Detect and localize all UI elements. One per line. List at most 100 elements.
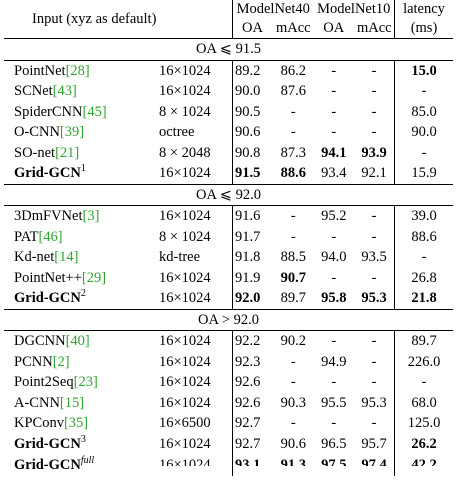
macc40-cell: - (290, 228, 296, 245)
oa40-cell: 90.6 (232, 122, 273, 143)
method-superscript: 3 (80, 433, 86, 445)
macc10-value: 97.4 (361, 456, 387, 473)
macc10-cell: 95.3 (361, 290, 387, 306)
oa10-cell: - (331, 62, 337, 79)
modelnet40-header: ModelNet40 (232, 0, 314, 19)
macc40-cell: 89.7 (280, 290, 306, 306)
table-row: KPConv[35] 16×6500 92.7- - -125.0 (4, 413, 453, 434)
table-row: Grid-GCN1 16×1024 91.5 88.6 93.4 92.1 15.9 (4, 163, 453, 184)
latency-cell: 90.0 (394, 122, 453, 143)
method-name: Grid-GCN (14, 165, 81, 181)
citation-link: [35] (63, 415, 89, 431)
input-cell: 16×1024 (159, 333, 211, 349)
oa40-cell: 92.6 (232, 372, 273, 393)
macc10-cell: - (371, 269, 377, 286)
macc10-cell: - (371, 208, 377, 224)
macc10-cell: - (371, 228, 377, 245)
method-name: Grid-GCN (14, 290, 81, 306)
method-name: SpiderCNN (14, 103, 83, 120)
oa10-cell: - (331, 333, 337, 349)
table-row: A-CNN[15] 16×1024 92.6 90.3 95.5 95.3 68.0 (4, 392, 453, 413)
oa40-cell: 91.9 (232, 267, 273, 288)
table-row: Point2Seq[23] 16×1024 92.6- - - - (4, 372, 453, 393)
method-name: PAT (14, 228, 39, 245)
table-row: PointNet++[29] 16×1024 91.9 90.7- -26.8 (4, 267, 453, 288)
macc40-header: mAcc (276, 20, 311, 36)
method-name: PCNN (14, 353, 53, 370)
table-row: Grid-GCN2 16×1024 92.0 89.7 95.8 95.3 21.8 (4, 288, 453, 309)
oa10-cell: - (331, 103, 337, 120)
method-name: PointNet (14, 62, 66, 79)
oa40-cell: 90.8 (232, 142, 273, 163)
method-name-cell: O-CNN[39] (4, 122, 157, 143)
citation-link: [2] (52, 353, 70, 370)
macc10-cell: 93.9 (361, 144, 387, 161)
section-title: OA ⩽ 92.0 (4, 183, 453, 206)
input-cell: 16×1024 (159, 165, 211, 181)
latency-value: 42.2 (411, 456, 437, 473)
method-name-cell: 3DmFVNet[3] (4, 206, 157, 227)
macc10-cell: 95.3 (361, 394, 387, 411)
modelnet10-header: ModelNet10 (317, 1, 391, 17)
method-superscript: 2 (80, 288, 86, 299)
citation-link: [39] (59, 124, 85, 140)
table-row: O-CNN[39] octree 90.6- - -90.0 (4, 122, 453, 143)
oa10-cell: - (331, 415, 337, 431)
table-row: 3DmFVNet[3] 16×1024 91.6-95.2-39.0 (4, 205, 453, 227)
oa40-cell: 90.5 (232, 101, 273, 122)
input-cell: 8 × 1024 (159, 103, 211, 120)
method-name-cell: PointNet[28] (4, 60, 157, 81)
section-header-row: OA ⩽ 92.0 (4, 183, 453, 206)
table-row: Grid-GCN3 16×1024 92.7 90.6 96.5 95.7 26.2 (4, 433, 453, 454)
oa40-cell: 91.6 (232, 205, 273, 227)
method-name-cell: PCNN[2] (4, 352, 157, 373)
method-name: DGCNN (14, 333, 66, 349)
macc10-cell: - (371, 124, 377, 140)
method-name: SO-net (14, 144, 56, 161)
oa40-cell: 90.0 (232, 81, 273, 102)
citation-link: [45] (82, 103, 107, 120)
macc40-cell: 88.5 (280, 249, 306, 265)
latency-cell: 89.7 (394, 330, 453, 352)
macc40-cell: 90.6 (280, 435, 306, 452)
oa40-value: 93.1 (235, 456, 261, 473)
macc40-cell: - (290, 353, 296, 370)
section-header-row: OA > 92.0 (4, 308, 453, 331)
input-cell: 8 × 1024 (159, 228, 211, 245)
method-name-cell: Grid-GCNfull (4, 454, 157, 476)
oa10-cell: - (331, 374, 337, 390)
method-name-cell: PAT[46] (4, 227, 157, 248)
method-name-cell: Grid-GCN1 (4, 163, 157, 184)
method-name-cell: SpiderCNN[45] (4, 102, 157, 123)
oa40-cell: 91.8 (232, 247, 273, 268)
latency-cell: 68.0 (394, 392, 453, 413)
macc40-cell: 90.7 (280, 269, 306, 286)
latency-cell: 26.8 (394, 267, 453, 288)
citation-link: [15] (59, 394, 85, 411)
latency-cell: 26.2 (394, 433, 453, 454)
macc10-cell: - (371, 353, 377, 370)
latency-cell: 21.8 (394, 288, 453, 309)
method-name: KPConv (14, 415, 64, 431)
table-row: Grid-GCNfull 16×1024 93.1 91.3 97.5 97.4 42.2 (4, 454, 453, 476)
method-name: PointNet++ (14, 269, 82, 286)
macc10-cell: 95.7 (361, 435, 387, 452)
input-cell: 16×1024 (159, 435, 211, 452)
input-cell: kd-tree (159, 249, 201, 265)
input-cell: 16×1024 (159, 83, 211, 99)
input-spacer (157, 0, 233, 39)
header-row-2: OA mAcc OA mAcc (ms) (4, 19, 453, 39)
input-cell: 16×1024 (159, 353, 211, 370)
oa10-cell: 94.9 (321, 353, 347, 370)
oa40-cell: 92.6 (232, 392, 273, 413)
table-row: PointNet[28] 16×1024 89.2 86.2- -15.0 (4, 60, 453, 81)
macc40-cell: - (290, 374, 296, 390)
oa40-cell: 91.5 (232, 163, 273, 184)
method-superscript: full (80, 454, 95, 466)
oa10-header: OA (323, 20, 345, 36)
latency-cell: 39.0 (394, 205, 453, 227)
macc40-cell: 91.3 (273, 454, 314, 476)
method-name-cell: SO-net[21] (4, 143, 157, 164)
table-row: SCNet[43] 16×1024 90.0 87.6- - - (4, 81, 453, 102)
latency-cell: 15.9 (394, 163, 453, 184)
